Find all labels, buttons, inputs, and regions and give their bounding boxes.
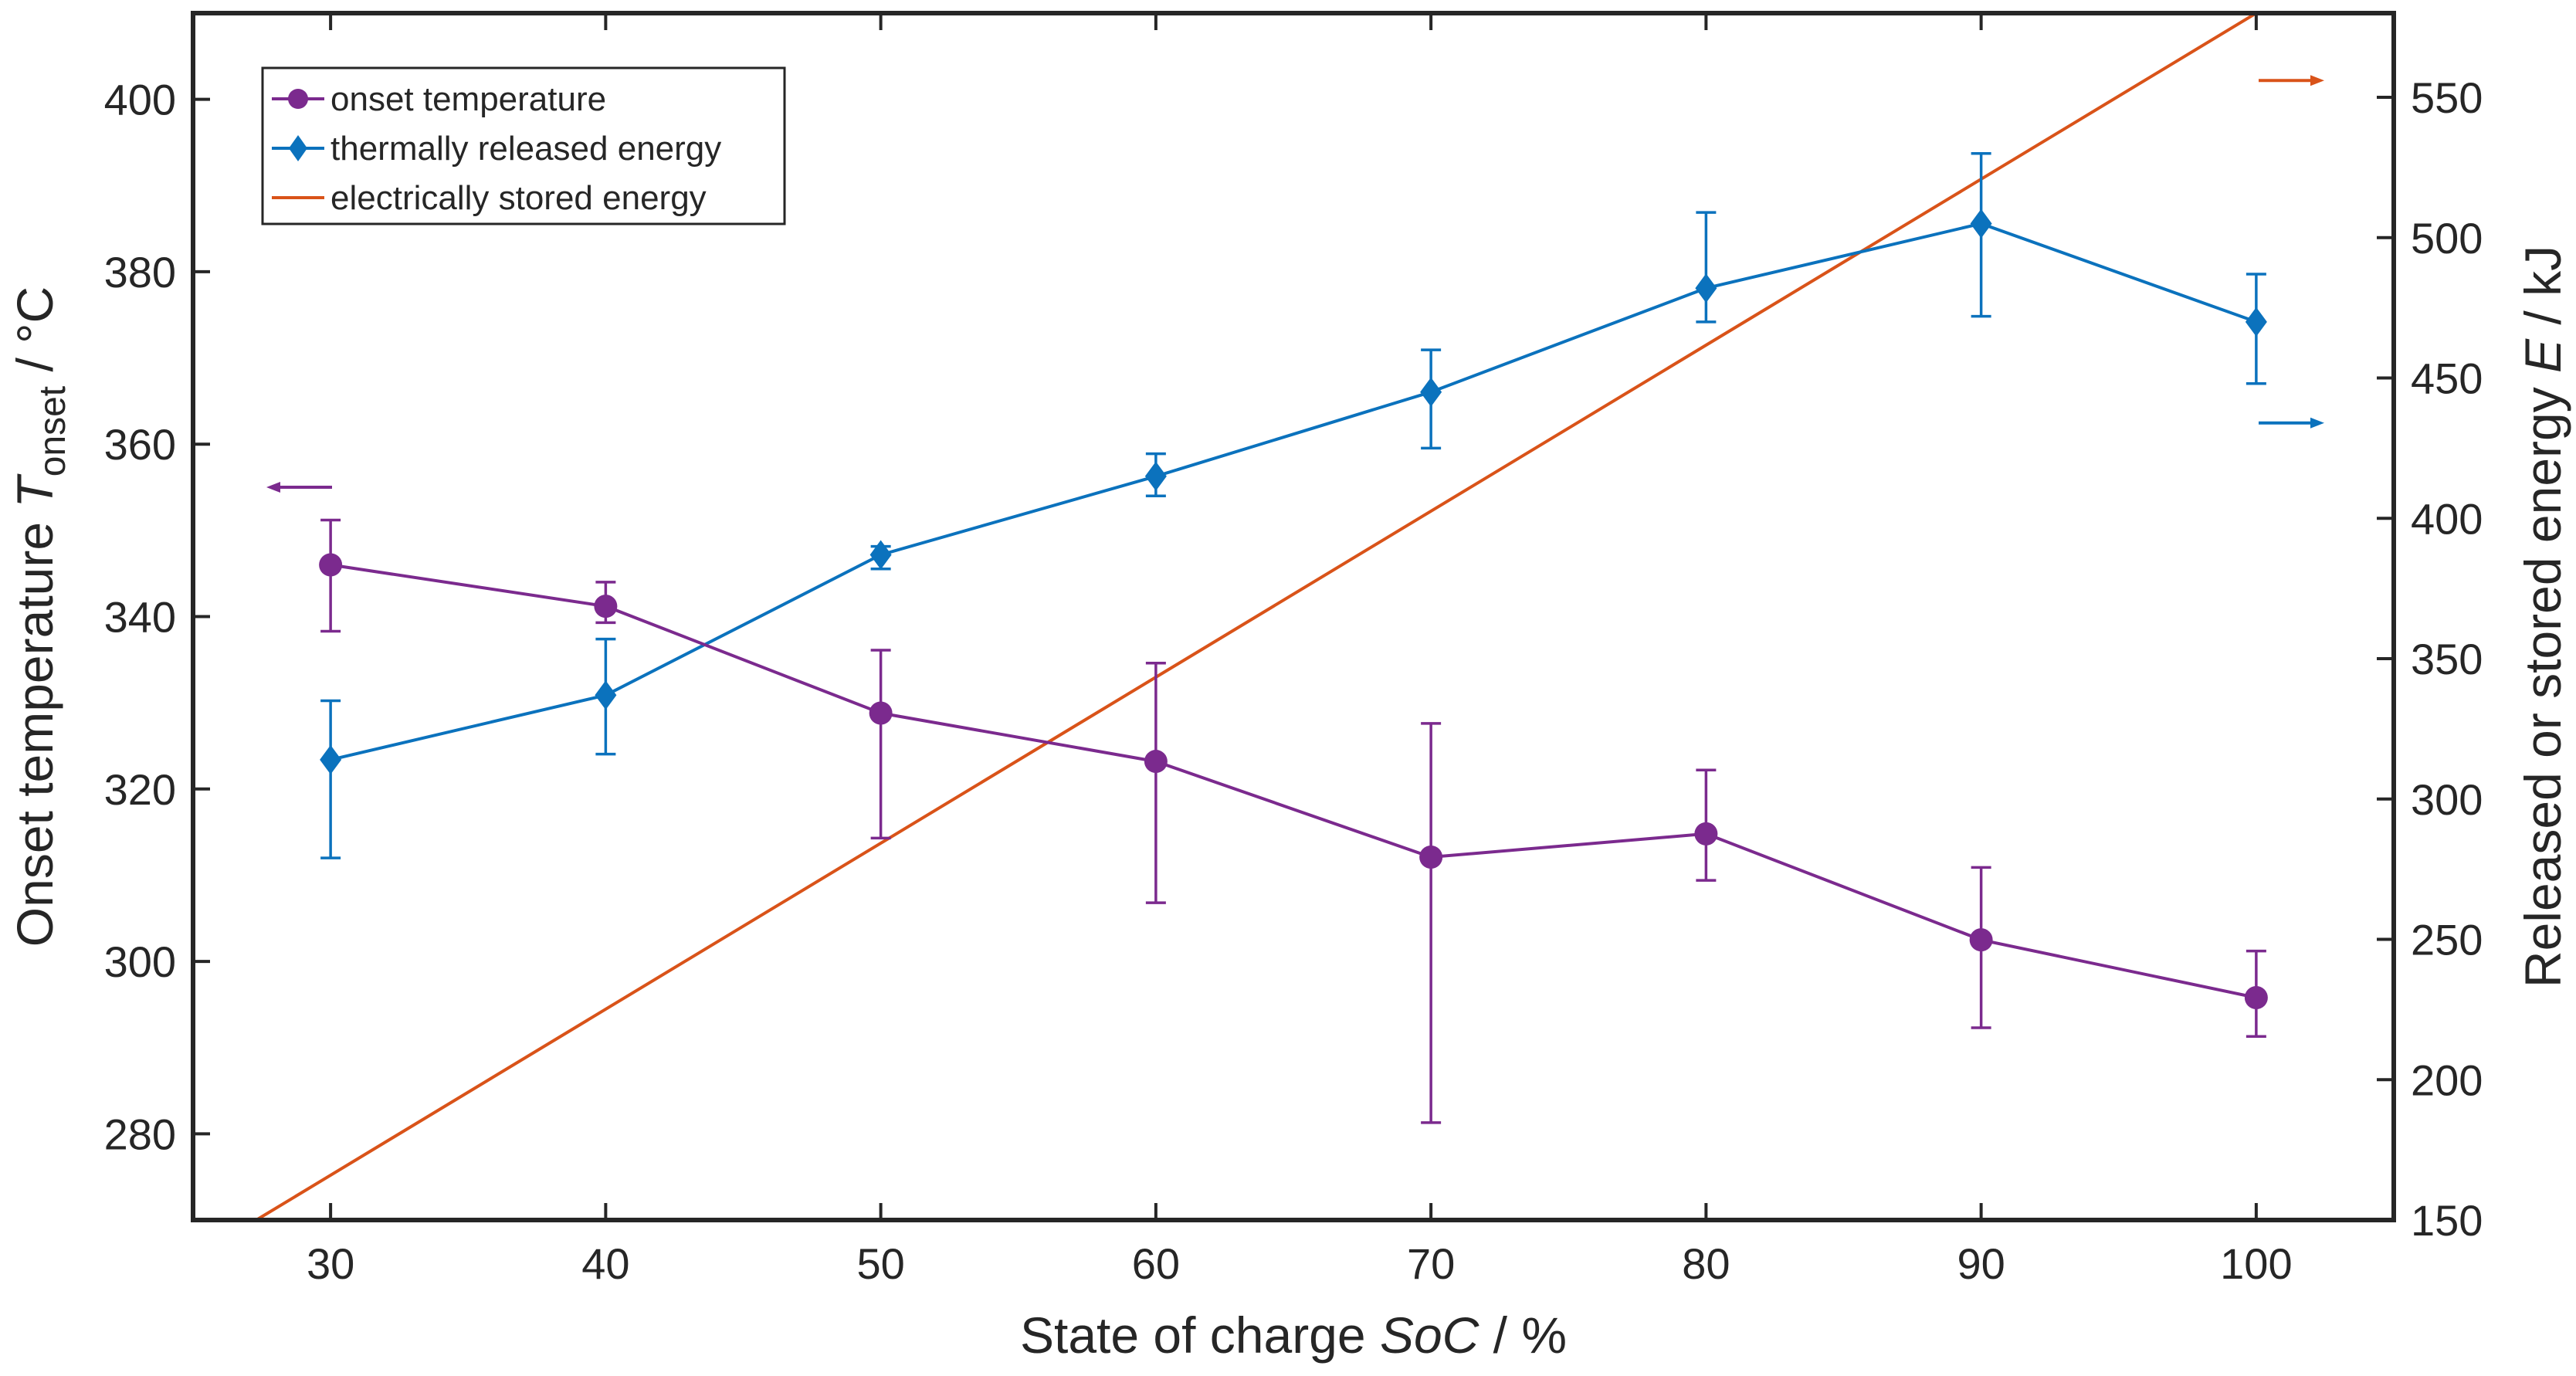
- released-energy-point: [595, 680, 617, 710]
- y-right-tick-label: 350: [2411, 635, 2483, 683]
- y-right-tick-label: 500: [2411, 214, 2483, 263]
- legend-marker: [289, 135, 307, 161]
- onset-temp-line: [330, 563, 2257, 999]
- released-energy-errorbar: [1696, 211, 1717, 324]
- stored-energy-line: [255, 13, 2257, 1220]
- x-axis-label: State of charge SoC / %: [1020, 1307, 1567, 1364]
- legend-entry: thermally released energy: [272, 130, 721, 168]
- legend-label: onset temperature: [330, 80, 606, 118]
- onset-temp-errorbar: [870, 649, 891, 840]
- legend-label: electrically stored energy: [330, 179, 707, 217]
- y-left-tick-label: 320: [104, 765, 176, 814]
- y-left-tick-label: 340: [104, 593, 176, 642]
- legend: onset temperature thermally released ener…: [261, 66, 786, 225]
- x-tick-label: 50: [856, 1239, 904, 1288]
- released-energy-point: [1144, 461, 1167, 491]
- legend-entry: onset temperature: [272, 80, 606, 118]
- y-left-tick-label: 360: [104, 420, 176, 469]
- x-tick-label: 80: [1682, 1239, 1730, 1288]
- legend-box: [261, 66, 786, 225]
- y-right-tick-label: 150: [2411, 1196, 2483, 1245]
- legend-marker: [288, 89, 308, 109]
- x-tick-label: 90: [1957, 1239, 2005, 1288]
- onset-temp-point: [869, 701, 893, 725]
- legend-entry: electrically stored energy: [272, 179, 707, 217]
- y-right-tick-label: 250: [2411, 916, 2483, 964]
- onset-temp-point: [1419, 845, 1443, 869]
- y-right-tick-label: 450: [2411, 354, 2483, 403]
- released-energy-point: [1420, 377, 1442, 407]
- released-energy-point: [1970, 208, 1992, 239]
- onset-temp-point: [1969, 928, 1993, 952]
- y-right-tick-label: 400: [2411, 494, 2483, 543]
- y-left-tick-label: 300: [104, 937, 176, 986]
- axes: 30 40 50 60 70 80 90 100 280 300 320 340 360 380 400 15…: [104, 11, 2483, 1288]
- y-left-tick-label: 400: [104, 76, 176, 124]
- y-left-tick-label: 280: [104, 1110, 176, 1158]
- onset-temp-point: [594, 595, 618, 619]
- y-right-tick-label: 200: [2411, 1056, 2483, 1104]
- legend-label: thermally released energy: [330, 130, 721, 168]
- released-energy-point: [320, 744, 342, 774]
- y-right-tick-label: 300: [2411, 775, 2483, 824]
- axis-arrow-left: [266, 482, 332, 493]
- onset-temp-errorbar: [1421, 722, 1442, 1124]
- released-energy-point: [1695, 273, 1717, 303]
- onset-temp-point: [1144, 750, 1168, 774]
- y-right-axis-label: Released or stored energy E / kJ: [2514, 246, 2571, 988]
- onset-temp-errorbar: [1145, 662, 1166, 904]
- y-left-tick-label: 380: [104, 248, 176, 297]
- x-tick-label: 100: [2220, 1239, 2292, 1288]
- onset-temp-point: [1694, 822, 1718, 846]
- released-energy-point: [869, 540, 892, 570]
- released-energy-line: [330, 222, 2257, 761]
- axis-labels: State of charge SoC / % Onset temperature…: [6, 246, 2571, 1364]
- axis-arrow-right: [2259, 75, 2324, 86]
- y-right-tick-label: 550: [2411, 73, 2483, 122]
- x-tick-label: 60: [1132, 1239, 1180, 1288]
- y-left-axis-label: Onset temperature Tonset / °C: [6, 286, 73, 947]
- onset-temp-point: [2244, 985, 2268, 1009]
- released-energy-point: [2245, 307, 2267, 337]
- axis-arrow-right: [2259, 417, 2324, 429]
- released-energy-errorbar: [320, 699, 341, 859]
- x-tick-label: 40: [581, 1239, 629, 1288]
- x-tick-label: 30: [307, 1239, 354, 1288]
- plot-area: [255, 13, 2324, 1220]
- x-tick-label: 70: [1407, 1239, 1455, 1288]
- onset-temp-point: [319, 553, 343, 577]
